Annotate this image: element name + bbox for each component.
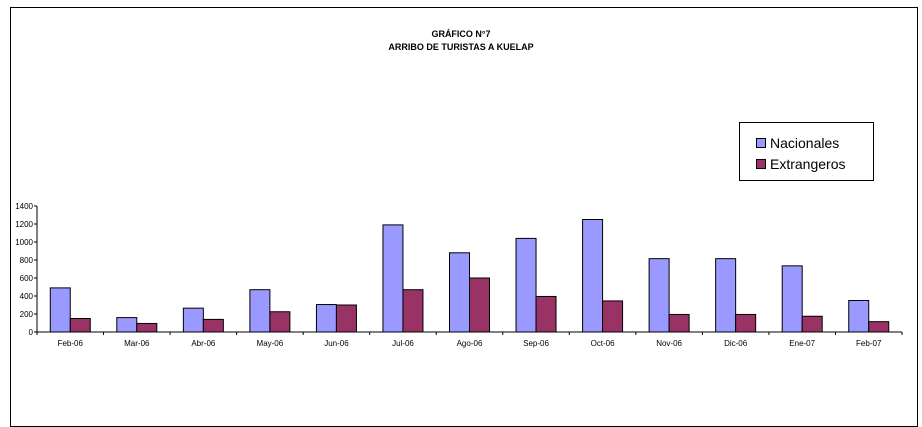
y-tick-label: 200 — [20, 310, 34, 319]
y-tick-label: 1000 — [15, 238, 33, 247]
x-tick-label: Oct-06 — [591, 339, 616, 348]
chart-title-block: GRÁFICO N°7 ARRIBO DE TURISTAS A KUELAP — [0, 28, 922, 54]
x-tick-label: May-06 — [257, 339, 284, 348]
bar-nacionales — [582, 219, 604, 333]
legend-label-nacionales: Nacionales — [770, 135, 840, 151]
bar-nacionales — [515, 237, 537, 333]
bar-nacionales — [382, 224, 404, 333]
legend-swatch-nacionales — [756, 138, 766, 148]
legend-item-nacionales: Nacionales — [756, 133, 839, 153]
bar-extrangeros — [535, 295, 557, 333]
bar-extrangeros — [868, 321, 890, 333]
bar-extrangeros — [402, 289, 424, 333]
x-tick-label: Jul-06 — [392, 339, 414, 348]
x-tick-label: Mar-06 — [124, 339, 150, 348]
bar-nacionales — [49, 287, 71, 333]
y-tick-label: 800 — [20, 256, 34, 265]
bar-extrangeros — [668, 313, 690, 333]
bar-extrangeros — [801, 315, 823, 333]
bar-extrangeros — [469, 277, 490, 333]
bar-nacionales — [781, 265, 803, 333]
bar-extrangeros — [335, 304, 357, 333]
bar-nacionales — [182, 307, 204, 333]
y-tick-label: 600 — [20, 274, 34, 283]
chart-legend: Nacionales Extrangeros — [739, 122, 874, 181]
bar-nacionales — [715, 258, 737, 333]
bar-nacionales — [648, 258, 670, 333]
legend-label-extrangeros: Extrangeros — [770, 156, 846, 172]
y-tick-label: 1400 — [15, 202, 33, 211]
y-tick-label: 400 — [20, 292, 34, 301]
x-tick-label: Nov-06 — [656, 339, 682, 348]
bar-nacionales — [315, 304, 337, 333]
bar-nacionales — [848, 300, 870, 333]
legend-swatch-extrangeros — [756, 159, 766, 169]
bar-extrangeros — [735, 313, 757, 333]
bar-nacionales — [249, 289, 271, 333]
bar-extrangeros — [269, 311, 291, 333]
bar-nacionales — [449, 252, 470, 333]
x-tick-label: Dic-06 — [724, 339, 748, 348]
bar-extrangeros — [602, 300, 624, 333]
y-tick-label: 0 — [29, 328, 34, 337]
x-tick-label: Jun-06 — [324, 339, 349, 348]
y-tick-label: 1200 — [15, 220, 33, 229]
x-tick-label: Feb-07 — [856, 339, 882, 348]
bar-extrangeros — [202, 318, 224, 333]
bar-extrangeros — [136, 322, 158, 333]
legend-item-extrangeros: Extrangeros — [756, 154, 845, 174]
chart-frame — [10, 7, 918, 427]
x-tick-label: Ene-07 — [789, 339, 815, 348]
chart-title: GRÁFICO N°7 — [431, 29, 491, 39]
x-tick-label: Abr-06 — [191, 339, 216, 348]
chart-subtitle: ARRIBO DE TURISTAS A KUELAP — [388, 42, 534, 52]
x-tick-label: Ago-06 — [457, 339, 483, 348]
bar-extrangeros — [69, 318, 91, 333]
x-tick-label: Feb-06 — [58, 339, 84, 348]
bar-nacionales — [116, 317, 138, 333]
x-tick-label: Sep-06 — [523, 339, 549, 348]
